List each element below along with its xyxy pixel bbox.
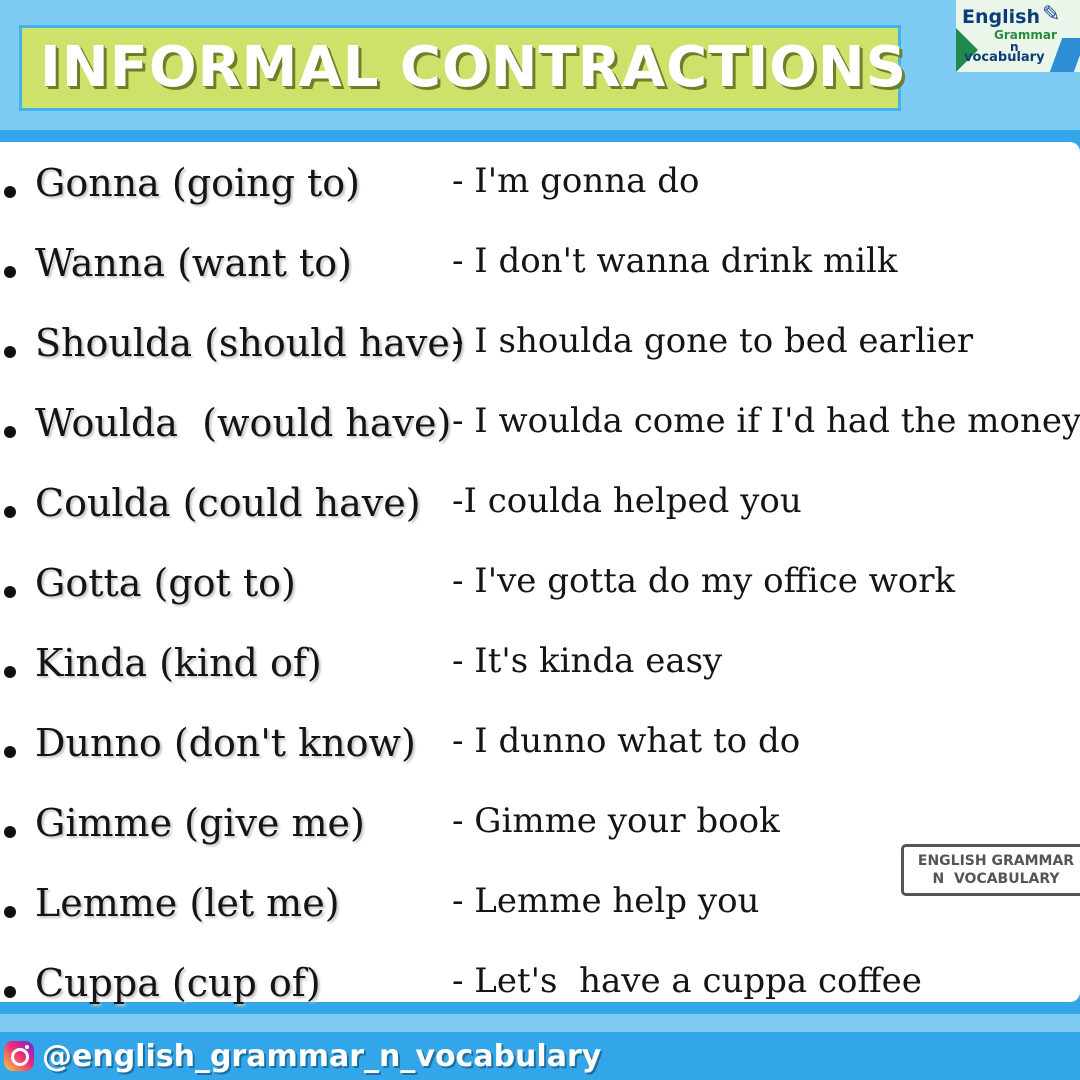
- bullet-icon: [4, 666, 16, 678]
- contraction-term: Wanna (want to): [35, 241, 352, 285]
- list-item: Shoulda (should have) - I shoulda gone t…: [0, 312, 1080, 372]
- stamp-line-2: N VOCABULARY: [932, 871, 1060, 887]
- page-title: INFORMAL CONTRACTIONS: [40, 35, 908, 100]
- contraction-example: - It's kinda easy: [452, 641, 723, 681]
- list-item: Gimme (give me) - Gimme your book: [0, 792, 1080, 852]
- logo-text-english: English: [962, 6, 1040, 28]
- list-item: Dunno (don't know) - I dunno what to do: [0, 712, 1080, 772]
- list-item: Cuppa (cup of) - Let's have a cuppa coff…: [0, 952, 1080, 1012]
- contraction-example: - Lemme help you: [452, 881, 760, 921]
- pen-book-icon: ✎: [1042, 2, 1061, 27]
- bullet-icon: [4, 506, 16, 518]
- instagram-icon-ring: [11, 1048, 29, 1066]
- contraction-example: - I don't wanna drink milk: [452, 241, 898, 281]
- contraction-term: Lemme (let me): [35, 881, 340, 925]
- contractions-panel: Gonna (going to) - I'm gonna do Wanna (w…: [0, 142, 1080, 1002]
- bullet-icon: [4, 986, 16, 998]
- contraction-term: Kinda (kind of): [35, 641, 322, 685]
- logo-blue-shape: [1049, 38, 1080, 72]
- logo-text-vocabulary: vocabulary: [964, 50, 1045, 65]
- contraction-term: Dunno (don't know): [35, 721, 416, 765]
- contraction-example: -I coulda helped you: [452, 481, 802, 521]
- list-item: Gotta (got to) - I've gotta do my office…: [0, 552, 1080, 612]
- contraction-term: Shoulda (should have): [35, 321, 465, 365]
- contraction-term: Coulda (could have): [35, 481, 421, 525]
- list-item: Kinda (kind of) - It's kinda easy: [0, 632, 1080, 692]
- logo-text-n: n: [1010, 40, 1019, 54]
- bullet-icon: [4, 746, 16, 758]
- contraction-example: - I woulda come if I'd had the money: [452, 401, 1080, 441]
- bullet-icon: [4, 826, 16, 838]
- title-banner: INFORMAL CONTRACTIONS: [19, 25, 906, 111]
- logo-green-shape: [956, 28, 978, 72]
- bullet-icon: [4, 426, 16, 438]
- instagram-icon[interactable]: [4, 1041, 34, 1071]
- contraction-term: Woulda (would have): [35, 401, 452, 445]
- list-item: Lemme (let me) - Lemme help you: [0, 872, 1080, 932]
- contraction-term: Cuppa (cup of): [35, 961, 321, 1005]
- contraction-example: - Let's have a cuppa coffee: [452, 961, 922, 1001]
- list-item: Gonna (going to) - I'm gonna do: [0, 152, 1080, 212]
- list-item: Coulda (could have) -I coulda helped you: [0, 472, 1080, 532]
- logo-text-grammar: Grammar: [994, 28, 1057, 42]
- contraction-example: - I'm gonna do: [452, 161, 700, 201]
- bullet-icon: [4, 906, 16, 918]
- list-item: Wanna (want to) - I don't wanna drink mi…: [0, 232, 1080, 292]
- contraction-term: Gonna (going to): [35, 161, 360, 205]
- contraction-example: - I shoulda gone to bed earlier: [452, 321, 974, 361]
- stamp-line-1: ENGLISH GRAMMAR: [917, 853, 1075, 869]
- watermark-stamp: ENGLISH GRAMMAR N VOCABULARY: [901, 844, 1080, 896]
- contraction-example: - Gimme your book: [452, 801, 780, 841]
- contraction-term: Gotta (got to): [35, 561, 296, 605]
- contraction-example: - I've gotta do my office work: [452, 561, 956, 601]
- bullet-icon: [4, 346, 16, 358]
- bullet-icon: [4, 266, 16, 278]
- contraction-example: - I dunno what to do: [452, 721, 801, 761]
- instagram-handle-link[interactable]: @english_grammar_n_vocabulary: [42, 1038, 602, 1074]
- contraction-term: Gimme (give me): [35, 801, 365, 845]
- brand-logo: English ✎ Grammar n vocabulary: [956, 0, 1080, 72]
- list-item: Woulda (would have) - I woulda come if I…: [0, 392, 1080, 452]
- instagram-icon-dot: [25, 1045, 29, 1049]
- footer-bar: @english_grammar_n_vocabulary: [0, 1032, 1080, 1080]
- bullet-icon: [4, 186, 16, 198]
- bullet-icon: [4, 586, 16, 598]
